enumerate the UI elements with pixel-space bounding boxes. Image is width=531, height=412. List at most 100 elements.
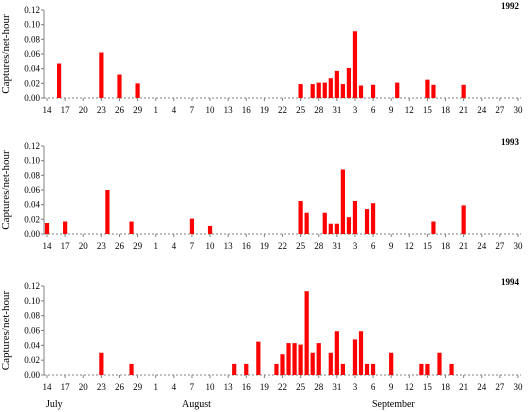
bar <box>256 341 261 375</box>
x-tick-label: 7 <box>190 105 195 115</box>
x-tick-label: 27 <box>495 382 505 392</box>
y-tick-label: 0.10 <box>24 20 40 30</box>
bar <box>334 223 339 234</box>
bar <box>189 218 195 234</box>
bar <box>358 331 364 375</box>
y-tick-label: 0.12 <box>24 141 40 151</box>
x-tick-label: 13 <box>224 382 234 392</box>
x-tick-label: 27 <box>495 105 505 115</box>
bar <box>358 85 364 98</box>
x-tick-label: 3 <box>353 382 358 392</box>
x-tick-label: 19 <box>260 105 270 115</box>
bar <box>304 291 309 375</box>
x-tick-label: 31 <box>332 241 341 251</box>
x-tick-label: 15 <box>423 241 433 251</box>
bar <box>346 67 352 98</box>
bar <box>304 212 309 234</box>
x-tick-label: 3 <box>353 105 358 115</box>
bar <box>129 363 134 375</box>
bar <box>56 63 62 98</box>
bar <box>63 221 68 234</box>
x-tick-label: 13 <box>224 105 234 115</box>
chart-panel-1994: 0.00 0.02 0.04 0.06 0.08 0.10 0.12 Captures/net… <box>0 277 523 392</box>
bar <box>99 352 104 375</box>
x-tick-label: 30 <box>513 382 523 392</box>
x-tick-label: 6 <box>371 241 376 251</box>
x-tick-label: 31 <box>332 105 341 115</box>
bar <box>419 363 424 375</box>
x-tick-label: 17 <box>61 241 71 251</box>
bar <box>105 190 110 234</box>
bar <box>328 223 333 234</box>
bar <box>437 352 442 375</box>
month-label-september: September <box>372 399 415 410</box>
x-tick-label: 7 <box>190 241 195 251</box>
x-tick-label: 26 <box>115 382 125 392</box>
y-tick-label: 0.04 <box>24 64 40 74</box>
bar <box>129 221 134 234</box>
x-tick-label: 22 <box>278 382 287 392</box>
y-axis-title: Captures/net-hour <box>0 290 12 370</box>
x-tick-label: 9 <box>389 241 394 251</box>
bar <box>334 70 339 98</box>
bar <box>425 79 430 98</box>
bar <box>232 363 237 375</box>
x-tick-label: 27 <box>495 241 505 251</box>
bar <box>310 352 315 375</box>
x-tick-label: 30 <box>513 105 523 115</box>
bar <box>322 212 327 234</box>
y-tick-label: 0.06 <box>24 326 40 336</box>
x-tick-label: 30 <box>513 241 523 251</box>
x-tick-label: 22 <box>278 241 287 251</box>
x-tick-label: 19 <box>260 241 270 251</box>
y-tick-label: 0.08 <box>24 170 40 180</box>
bar <box>370 203 376 234</box>
x-tick-label: 7 <box>190 382 195 392</box>
x-tick-label: 10 <box>206 241 216 251</box>
x-tick-label: 24 <box>477 382 487 392</box>
month-label-july: July <box>46 399 63 410</box>
x-tick-label: 15 <box>423 105 433 115</box>
bar <box>364 363 370 375</box>
bar <box>346 217 352 234</box>
x-tick-label: 1 <box>153 382 158 392</box>
bar <box>316 82 321 98</box>
x-tick-label: 29 <box>133 241 143 251</box>
year-label: 1993 <box>501 137 520 147</box>
bar <box>352 201 358 234</box>
chart-panel-1992: 0.00 0.02 0.04 0.06 0.08 0.10 0.12 Captures/net… <box>0 1 523 115</box>
x-tick-label: 14 <box>43 241 53 251</box>
x-tick-label: 21 <box>459 241 468 251</box>
x-tick-label: 26 <box>115 241 125 251</box>
bar <box>99 52 104 98</box>
x-tick-label: 20 <box>79 241 89 251</box>
bar <box>425 363 430 375</box>
x-tick-label: 24 <box>477 241 487 251</box>
bar <box>370 363 376 375</box>
y-tick-label: 0.00 <box>24 370 40 380</box>
bar <box>328 352 333 375</box>
x-tick-label: 12 <box>405 105 414 115</box>
y-axis-title: Captures/net-hour <box>0 150 12 230</box>
year-label: 1994 <box>501 277 520 287</box>
bar <box>449 363 454 375</box>
month-label-august: August <box>182 399 211 410</box>
bar <box>117 74 122 98</box>
bar <box>328 78 333 98</box>
x-tick-label: 14 <box>43 105 53 115</box>
x-tick-label: 13 <box>224 241 234 251</box>
bar <box>298 201 303 234</box>
x-tick-label: 4 <box>172 382 177 392</box>
x-tick-label: 21 <box>459 382 468 392</box>
x-tick-label: 16 <box>242 105 252 115</box>
x-tick-label: 19 <box>260 382 270 392</box>
x-tick-label: 28 <box>314 382 324 392</box>
bar <box>207 225 213 234</box>
x-tick-label: 25 <box>296 105 306 115</box>
y-tick-label: 0.06 <box>24 49 40 59</box>
x-tick-label: 23 <box>97 382 107 392</box>
bar <box>298 84 303 98</box>
y-tick-label: 0.00 <box>24 229 40 239</box>
x-tick-label: 28 <box>314 241 324 251</box>
